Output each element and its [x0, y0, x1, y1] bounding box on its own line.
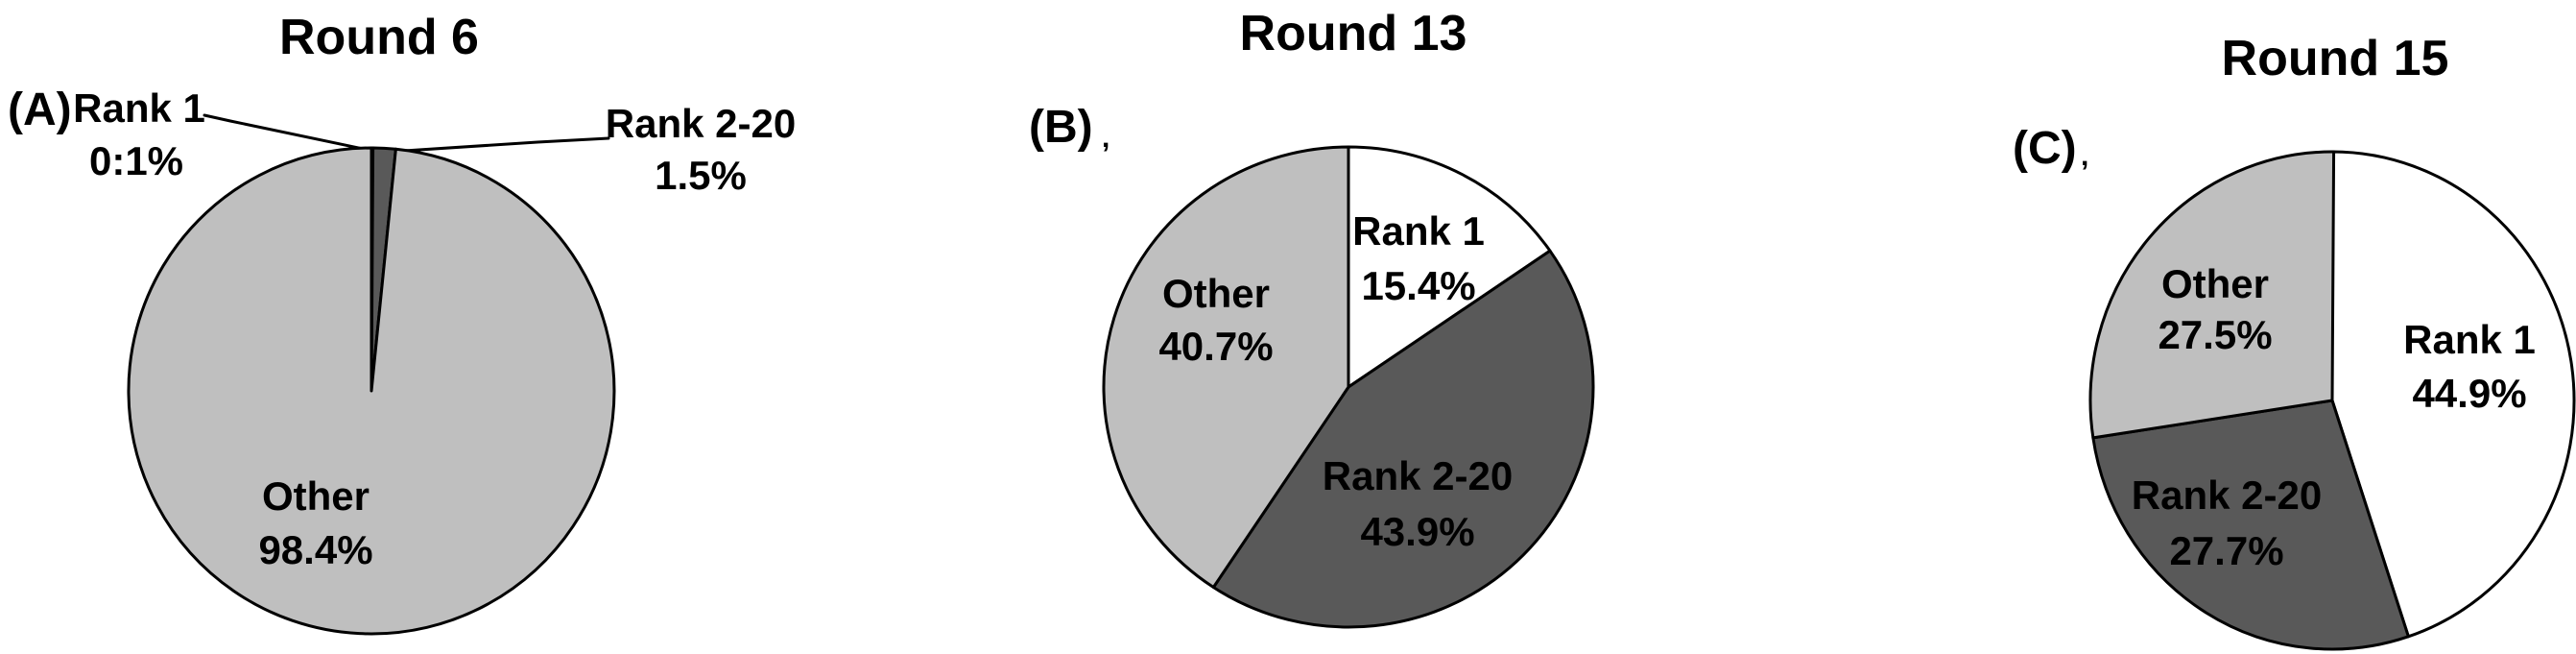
panel-a: Round 6 (A) Rank 1 0:1% Rank 2-20 1.5% O… [8, 10, 796, 636]
pie-a-label-other: Other [262, 473, 370, 519]
pie-b-value-other: 40.7% [1158, 324, 1273, 369]
pie-c-label-rank1: Rank 1 [2403, 317, 2536, 362]
pie-chart-a [127, 146, 616, 636]
pie-c-value-other: 27.5% [2158, 312, 2272, 357]
pie-chart-b [1102, 145, 1595, 629]
panel-a-letter: (A) [8, 85, 72, 135]
panel-b: Round 13 (B) , Rank 1 15.4% Other 40.7% … [1029, 6, 1595, 629]
pie-c-value-rank1: 44.9% [2412, 371, 2526, 416]
panel-c-letter: (C) [2013, 123, 2077, 174]
panel-a-title: Round 6 [279, 10, 479, 65]
pie-a-value-rank1: 0:1% [89, 138, 183, 183]
pie-b-label-rank1: Rank 1 [1352, 208, 1485, 254]
pie-b-label-other: Other [1162, 271, 1270, 316]
pie-slice-rank-2-20 [2091, 399, 2410, 651]
pie-a-value-other: 98.4% [258, 527, 372, 572]
pie-b-label-rank2-20: Rank 2-20 [1323, 453, 1513, 498]
panel-b-title: Round 13 [1240, 6, 1467, 61]
pie-a-leader-rank2-20 [388, 136, 610, 154]
panel-b-letter: (B) [1029, 102, 1093, 153]
panel-b-stray-mark: , [1102, 122, 1109, 154]
pie-b-value-rank2-20: 43.9% [1360, 509, 1474, 554]
pie-slice-other [127, 146, 616, 636]
pie-a-value-rank2-20: 1.5% [655, 153, 747, 198]
pie-slice-other [2088, 150, 2336, 440]
pie-c-label-rank2-20: Rank 2-20 [2132, 472, 2322, 518]
panel-c-title: Round 15 [2222, 31, 2449, 86]
pie-slice-rank-1 [2330, 150, 2576, 639]
pie-slice-other [1102, 145, 1350, 590]
pie-c-label-other: Other [2161, 261, 2269, 306]
pie-chart-c [2088, 150, 2576, 651]
pie-b-value-rank1: 15.4% [1361, 263, 1475, 308]
pie-a-label-rank1: Rank 1 [73, 85, 205, 131]
pie-slice-rank-1 [1347, 145, 1552, 389]
panel-c: Round 15 (C) , Other 27.5% Rank 1 44.9% … [2013, 31, 2576, 651]
pie-a-leader-rank1 [203, 113, 374, 153]
pie-slice-rank-2-20 [1211, 249, 1595, 629]
pie-c-value-rank2-20: 27.7% [2169, 528, 2283, 573]
pie-a-label-rank2-20: Rank 2-20 [606, 101, 796, 146]
panel-c-stray-mark: , [2081, 140, 2088, 172]
